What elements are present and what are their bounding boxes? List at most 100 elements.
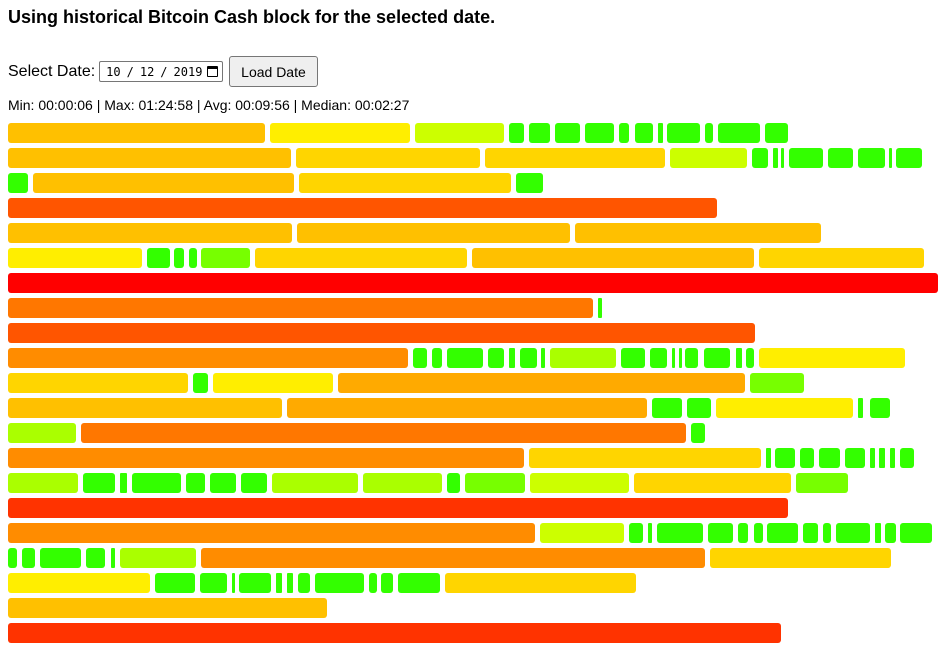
block-bar [299, 173, 511, 193]
block-bar [447, 348, 483, 368]
block-bar [193, 373, 208, 393]
block-bar [540, 523, 624, 543]
block-bar [22, 548, 35, 568]
block-bar [8, 348, 408, 368]
block-bar [657, 523, 703, 543]
date-month[interactable]: 10 [106, 64, 121, 79]
block-bar [708, 523, 733, 543]
load-date-button[interactable]: Load Date [229, 56, 318, 87]
block-bar [232, 573, 235, 593]
block-bar [8, 423, 76, 443]
block-bar [766, 448, 771, 468]
block-bar [298, 573, 310, 593]
block-bar [738, 523, 748, 543]
block-bar [767, 523, 798, 543]
date-year[interactable]: 2019 [173, 64, 203, 79]
block-bar [413, 348, 427, 368]
date-controls: Select Date: 10 / 12 / 2019 Load Date [8, 56, 318, 87]
block-bar [716, 398, 853, 418]
block-bar [900, 448, 914, 468]
block-bar [529, 448, 761, 468]
block-bar [781, 148, 784, 168]
block-bar [685, 348, 698, 368]
block-bar [650, 348, 667, 368]
block-bar [8, 473, 78, 493]
block-bar [255, 248, 467, 268]
date-label: Select Date: [8, 62, 96, 80]
block-bar [759, 248, 924, 268]
block-bar [147, 248, 170, 268]
block-bar [875, 523, 881, 543]
block-bar [472, 248, 754, 268]
block-bar [155, 573, 195, 593]
block-bar [8, 398, 282, 418]
block-bar [670, 148, 747, 168]
block-bar [8, 223, 292, 243]
block-bar [201, 248, 250, 268]
block-bar [270, 123, 410, 143]
block-bar [765, 123, 788, 143]
block-bar [520, 348, 537, 368]
block-bar [889, 148, 892, 168]
block-bar [575, 223, 821, 243]
block-bar [338, 373, 745, 393]
block-bar [621, 348, 645, 368]
block-bar [445, 573, 636, 593]
block-bar [296, 148, 480, 168]
block-bar [705, 123, 713, 143]
block-bar [819, 448, 840, 468]
block-bar [658, 123, 663, 143]
block-bar [845, 448, 865, 468]
block-bar [398, 573, 440, 593]
block-bar [509, 123, 524, 143]
block-bar [272, 473, 358, 493]
block-bar [8, 623, 781, 643]
block-bar [704, 348, 730, 368]
block-bar [8, 323, 755, 343]
block-bar [509, 348, 515, 368]
block-bar [8, 573, 150, 593]
block-bar [186, 473, 205, 493]
block-bar [754, 523, 763, 543]
block-bar [516, 173, 543, 193]
block-bar [241, 473, 267, 493]
block-bar [83, 473, 115, 493]
date-day[interactable]: 12 [139, 64, 155, 79]
block-bar [823, 523, 831, 543]
block-bar [120, 473, 127, 493]
block-bar [485, 148, 665, 168]
block-bar [652, 398, 682, 418]
block-bar [132, 473, 181, 493]
block-bar [8, 373, 188, 393]
block-bar [629, 523, 643, 543]
block-bar [687, 398, 711, 418]
calendar-icon[interactable] [207, 66, 219, 77]
block-bar [8, 248, 142, 268]
block-bar [529, 123, 550, 143]
block-bar [530, 473, 629, 493]
block-bar [8, 598, 327, 618]
block-bar [858, 148, 885, 168]
block-bar [381, 573, 393, 593]
block-bar [201, 548, 705, 568]
block-bar [691, 423, 705, 443]
block-bar [8, 298, 593, 318]
block-bar [550, 348, 616, 368]
block-bar [870, 398, 890, 418]
block-bar [870, 448, 875, 468]
block-bar [885, 523, 896, 543]
block-bar [858, 398, 863, 418]
block-bar [718, 123, 760, 143]
block-bar [239, 573, 271, 593]
date-input[interactable]: 10 / 12 / 2019 [99, 61, 224, 82]
block-bar [635, 123, 653, 143]
block-bar [40, 548, 81, 568]
block-bar [213, 373, 333, 393]
date-separator: / [126, 64, 134, 79]
block-bar [8, 523, 535, 543]
block-bar [369, 573, 377, 593]
block-bar [8, 548, 17, 568]
block-bar [415, 123, 504, 143]
block-bar [315, 573, 364, 593]
block-bar [667, 123, 700, 143]
